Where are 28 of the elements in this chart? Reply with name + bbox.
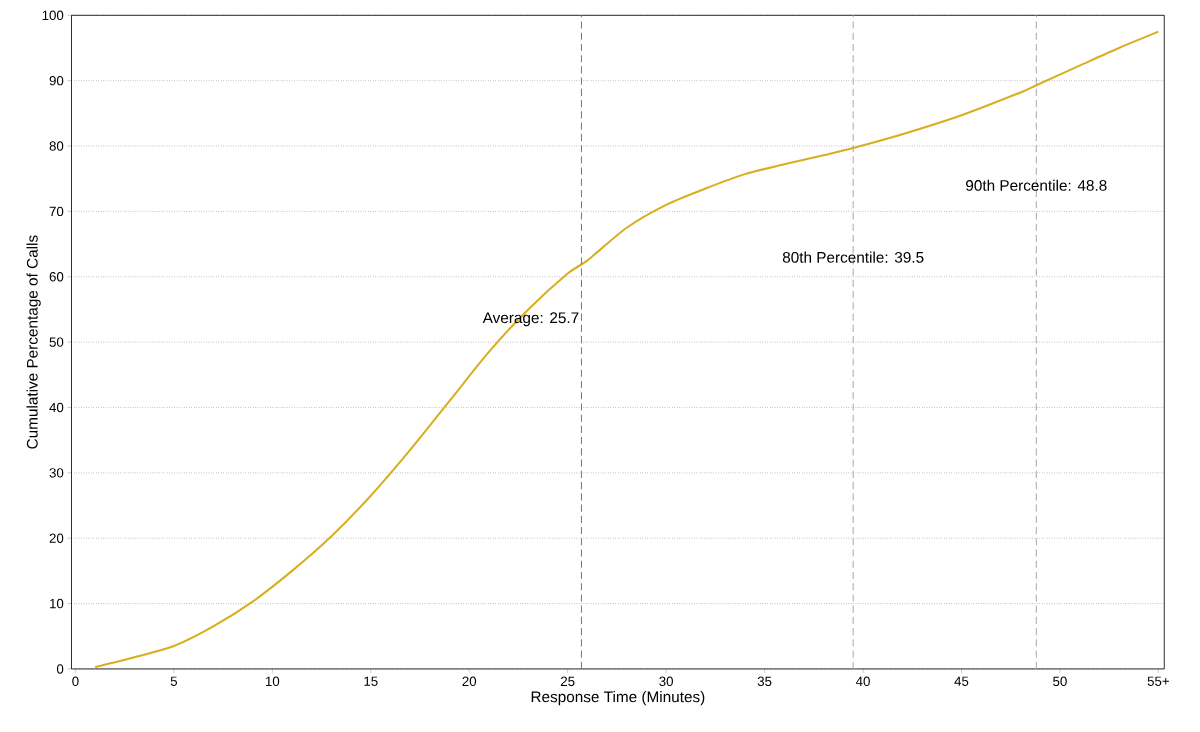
y-tick-label: 50 bbox=[49, 337, 64, 347]
x-tick-label: 50 bbox=[1053, 676, 1067, 686]
y-tick-label: 60 bbox=[49, 271, 64, 282]
y-tick-label: 30 bbox=[49, 468, 64, 478]
x-axis-title: Response Time (Minutes) bbox=[531, 690, 705, 706]
y-tick-label: 10 bbox=[50, 598, 64, 609]
x-tick-label: 20 bbox=[462, 676, 477, 686]
x-tick-label: 45 bbox=[954, 676, 969, 686]
y-tick-label: 90 bbox=[49, 75, 64, 86]
y-tick-label: 20 bbox=[49, 533, 64, 543]
x-tick-label: 30 bbox=[659, 676, 673, 686]
x-tick-label: 0 bbox=[72, 676, 79, 686]
y-tick-label: 100 bbox=[42, 10, 64, 20]
ref-line-label: 80th Percentile: 39.5 bbox=[782, 251, 924, 263]
x-tick-label: 25 bbox=[560, 676, 575, 686]
y-tick-label: 70 bbox=[49, 206, 64, 216]
y-tick-label: 0 bbox=[56, 664, 64, 674]
x-tick-label: 5 bbox=[170, 676, 178, 686]
x-tick-label: 40 bbox=[855, 676, 870, 686]
line-series bbox=[94, 30, 1160, 668]
y-axis-title: Cumulative Percentage of Calls bbox=[26, 235, 41, 449]
x-tick-label: 10 bbox=[265, 676, 280, 686]
x-tick-label: 35 bbox=[757, 676, 772, 686]
ref-line-label: 90th Percentile: 48.8 bbox=[966, 179, 1107, 191]
x-tick-label: 15 bbox=[364, 676, 378, 686]
y-tick-label: 80 bbox=[49, 141, 64, 151]
y-tick-label: 40 bbox=[49, 402, 64, 413]
x-tick-label: 55+ bbox=[1147, 676, 1169, 686]
